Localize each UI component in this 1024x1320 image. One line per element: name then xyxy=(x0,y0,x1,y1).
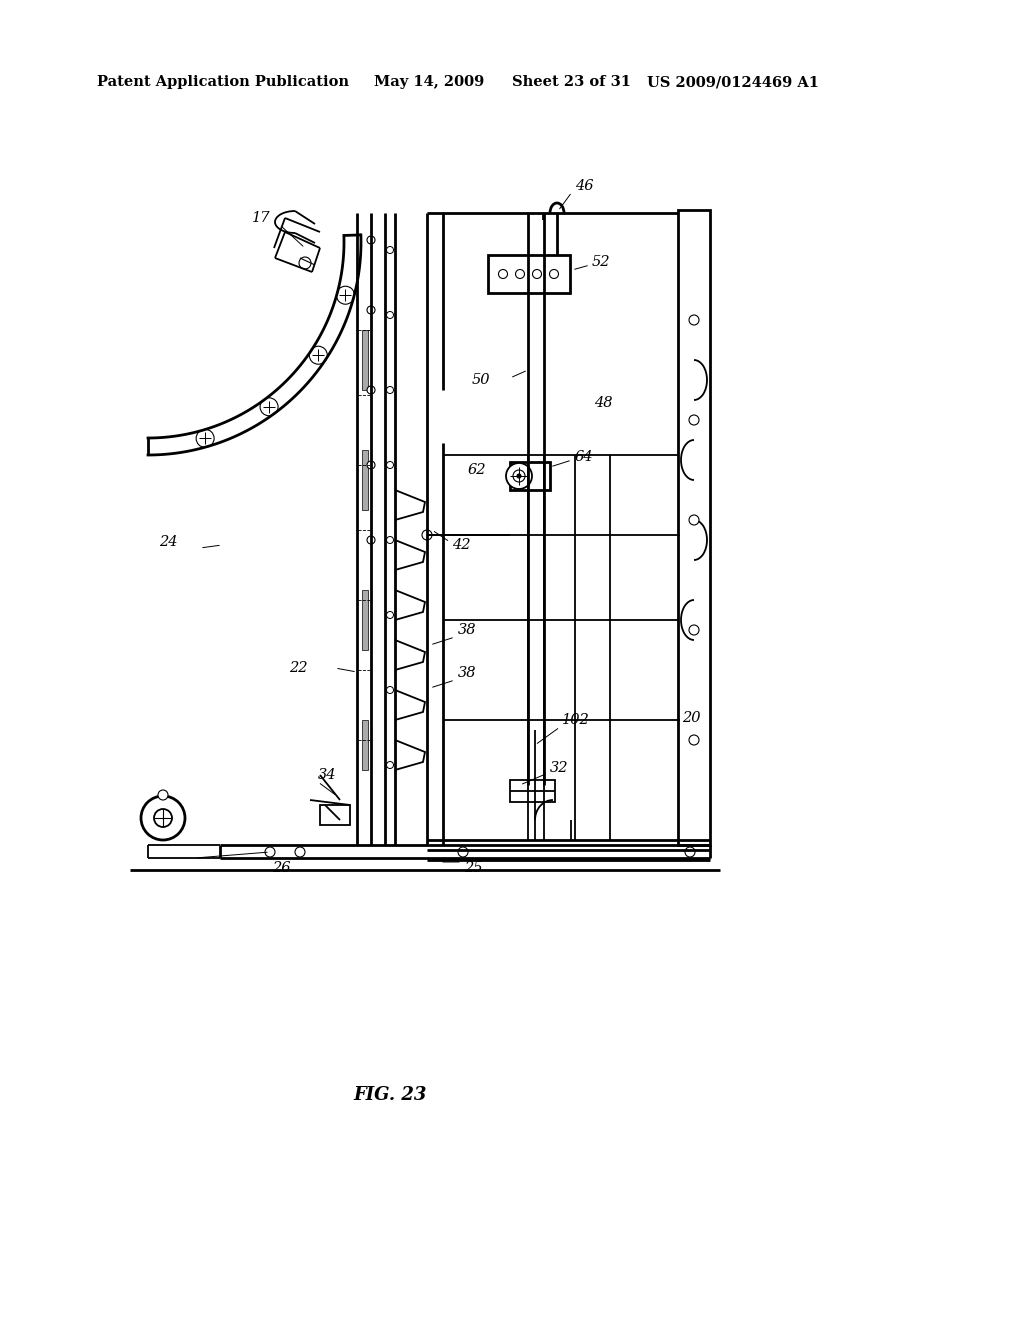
Circle shape xyxy=(367,306,375,314)
Circle shape xyxy=(386,247,393,253)
Circle shape xyxy=(550,269,558,279)
Circle shape xyxy=(515,269,524,279)
Circle shape xyxy=(386,312,393,318)
Circle shape xyxy=(260,397,279,416)
Bar xyxy=(510,462,550,490)
Text: FIG. 23: FIG. 23 xyxy=(353,1086,427,1104)
Circle shape xyxy=(689,624,699,635)
Text: 50: 50 xyxy=(472,374,490,387)
Circle shape xyxy=(154,809,172,828)
Bar xyxy=(362,590,368,649)
Circle shape xyxy=(532,269,542,279)
Circle shape xyxy=(158,789,168,800)
Text: 20: 20 xyxy=(682,711,700,725)
Bar xyxy=(488,255,570,293)
Text: 22: 22 xyxy=(290,661,308,675)
Text: 102: 102 xyxy=(562,713,590,727)
Bar xyxy=(319,805,350,825)
Text: Sheet 23 of 31: Sheet 23 of 31 xyxy=(512,75,631,88)
Circle shape xyxy=(295,847,305,857)
Circle shape xyxy=(367,536,375,544)
Bar xyxy=(510,780,555,803)
Text: 62: 62 xyxy=(468,463,486,477)
Circle shape xyxy=(367,461,375,469)
Circle shape xyxy=(506,463,532,488)
Circle shape xyxy=(299,257,311,269)
Circle shape xyxy=(265,847,275,857)
Circle shape xyxy=(689,515,699,525)
Circle shape xyxy=(517,474,521,478)
Text: Patent Application Publication: Patent Application Publication xyxy=(97,75,349,88)
Text: US 2009/0124469 A1: US 2009/0124469 A1 xyxy=(647,75,819,88)
Circle shape xyxy=(309,346,328,364)
Circle shape xyxy=(422,531,432,540)
Circle shape xyxy=(386,611,393,619)
Circle shape xyxy=(386,462,393,469)
Circle shape xyxy=(689,315,699,325)
Circle shape xyxy=(337,286,354,304)
Text: 46: 46 xyxy=(575,180,594,193)
Text: 38: 38 xyxy=(458,623,476,638)
Circle shape xyxy=(386,686,393,693)
Circle shape xyxy=(513,470,525,482)
Text: 38: 38 xyxy=(458,667,476,680)
Circle shape xyxy=(141,796,185,840)
Circle shape xyxy=(367,385,375,393)
Text: 17: 17 xyxy=(252,211,270,224)
Text: 64: 64 xyxy=(575,450,594,465)
Circle shape xyxy=(685,847,695,857)
Circle shape xyxy=(386,762,393,768)
Text: 32: 32 xyxy=(550,762,568,775)
Text: 25: 25 xyxy=(464,861,482,875)
Bar xyxy=(678,210,710,845)
Circle shape xyxy=(367,236,375,244)
Text: May 14, 2009: May 14, 2009 xyxy=(374,75,484,88)
Text: 48: 48 xyxy=(594,396,612,411)
Circle shape xyxy=(689,414,699,425)
Text: 52: 52 xyxy=(592,255,610,269)
Text: 42: 42 xyxy=(452,539,470,552)
Text: 34: 34 xyxy=(318,768,337,781)
Text: 26: 26 xyxy=(272,861,291,875)
Circle shape xyxy=(386,536,393,544)
Text: 24: 24 xyxy=(160,535,178,549)
Circle shape xyxy=(499,269,508,279)
Circle shape xyxy=(386,387,393,393)
Circle shape xyxy=(458,847,468,857)
Circle shape xyxy=(197,429,214,447)
Bar xyxy=(362,330,368,389)
Bar xyxy=(362,450,368,510)
Bar xyxy=(362,719,368,770)
Circle shape xyxy=(689,735,699,744)
